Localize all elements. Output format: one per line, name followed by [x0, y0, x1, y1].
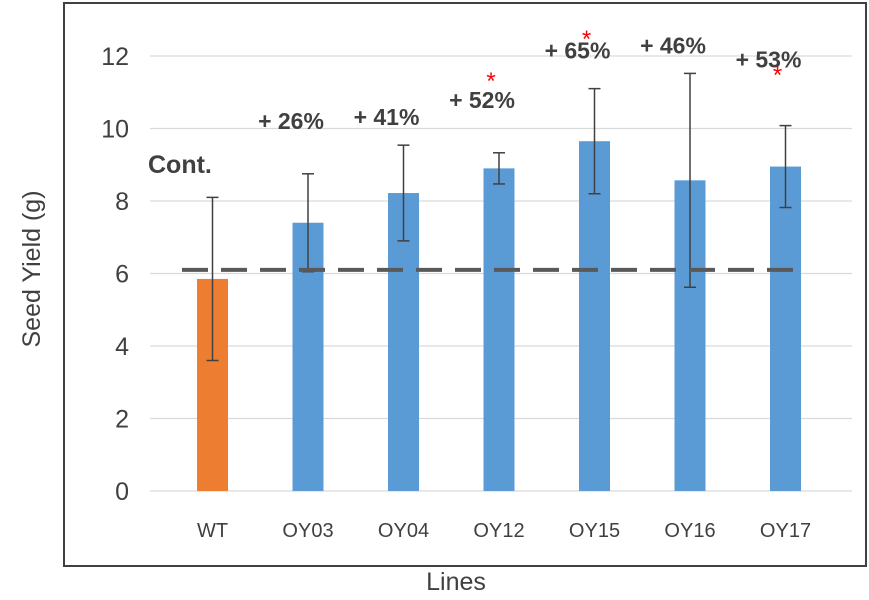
x-tick-label: WT	[197, 520, 228, 542]
y-tick-label: 6	[115, 261, 129, 289]
error-bar	[779, 124, 792, 209]
y-tick-label: 0	[115, 478, 129, 506]
x-axis-title: Lines	[426, 568, 486, 596]
bar-oy15	[579, 141, 610, 491]
percent-label: + 53%	[736, 47, 802, 73]
percent-labels: + 26% + 41% + 52% + 65% + 46% + 53%	[258, 32, 801, 133]
error-bars	[206, 72, 792, 362]
y-tick-label: 8	[115, 188, 129, 216]
x-tick-label: OY12	[473, 520, 524, 542]
error-bar	[493, 152, 505, 185]
error-bar	[588, 87, 601, 195]
y-tick-label: 12	[101, 43, 129, 71]
y-axis-title: Seed Yield (g)	[18, 190, 46, 347]
bar-oy17	[770, 166, 801, 491]
error-bar	[206, 196, 219, 362]
error-bar	[397, 144, 410, 242]
percent-label: + 41%	[354, 104, 420, 130]
significance-markers: * * *	[486, 26, 782, 95]
error-bar	[684, 72, 696, 289]
bar-oy12	[483, 168, 515, 491]
x-tick-label: OY04	[378, 520, 429, 542]
percent-label: + 65%	[545, 38, 611, 64]
x-tick-label: OY15	[569, 520, 620, 542]
y-tick-labels: 0 2 4 6 8 10 12	[101, 43, 129, 506]
y-tick-label: 2	[115, 406, 129, 434]
control-label: Cont.	[148, 151, 212, 179]
y-tick-label: 10	[101, 116, 129, 144]
bars	[197, 141, 801, 491]
x-tick-labels: WT OY03 OY04 OY12 OY15 OY16 OY17	[197, 520, 811, 542]
x-tick-label: OY17	[760, 520, 811, 542]
significance-star: *	[582, 26, 591, 53]
significance-star: *	[773, 62, 782, 89]
bar-oy04	[388, 193, 419, 491]
x-tick-label: OY03	[282, 520, 333, 542]
percent-label: + 26%	[258, 108, 324, 134]
y-tick-label: 4	[115, 333, 129, 361]
percent-label: + 46%	[640, 32, 706, 58]
percent-label: + 52%	[449, 87, 515, 113]
significance-star: *	[486, 68, 495, 95]
x-tick-label: OY16	[664, 520, 715, 542]
